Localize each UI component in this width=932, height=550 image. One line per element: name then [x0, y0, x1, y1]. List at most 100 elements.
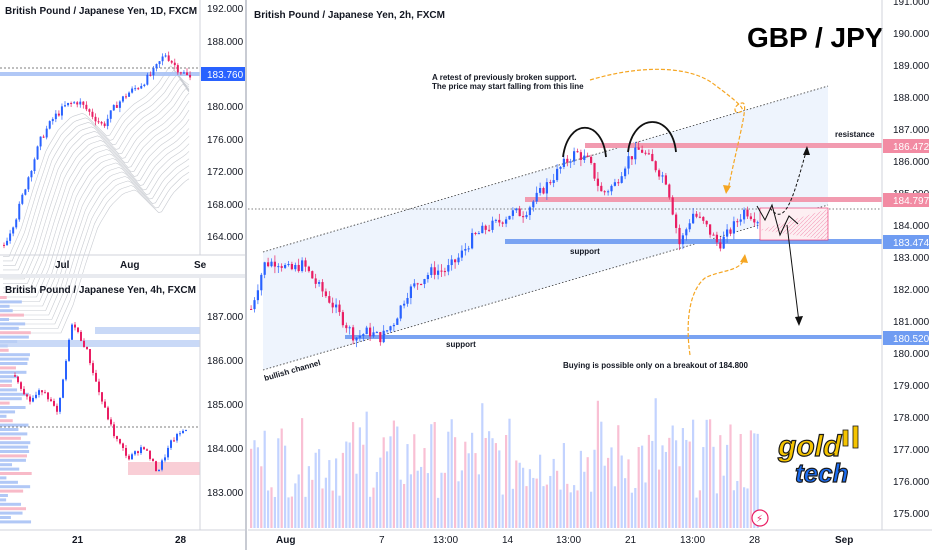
main-candle-37 [375, 330, 378, 334]
main-candle-29 [348, 325, 351, 335]
h4-candle-41 [137, 450, 139, 456]
lightning-icon[interactable]: ⚡ [751, 509, 769, 527]
volume-bar-110 [624, 478, 627, 528]
h4-candle-36 [122, 442, 124, 451]
volume-bar-48 [413, 434, 416, 528]
main-x-tick: Sep [835, 535, 853, 546]
h4-candle-21 [77, 327, 79, 334]
volume-bar-58 [447, 431, 450, 528]
main-candle-111 [627, 149, 630, 175]
daily-x-tick: Aug [120, 260, 139, 271]
main-candle-109 [620, 172, 623, 184]
daily-candle-42 [131, 86, 134, 94]
volume-bar-78 [515, 460, 518, 528]
main-candle-77 [511, 207, 514, 220]
main-candle-32 [358, 330, 361, 342]
main-candle-89 [552, 173, 555, 188]
main-candle-149 [756, 220, 759, 229]
main-candle-50 [420, 283, 423, 286]
main-candle-97 [579, 149, 582, 167]
daily-candle-5 [18, 201, 21, 222]
main-candle-20 [318, 279, 321, 287]
h4-profile-bar-7 [0, 326, 19, 330]
main-candle-94 [569, 158, 572, 169]
main-y-tick: 188.000 [893, 93, 930, 104]
volume-bar-90 [556, 470, 559, 528]
volume-bar-7 [273, 496, 276, 528]
main-candle-45 [403, 300, 406, 309]
annotation-resistance: resistance [835, 130, 875, 139]
h4-profile-bar-1 [0, 300, 22, 304]
volume-bar-45 [403, 483, 406, 528]
volume-bar-25 [335, 458, 338, 528]
logo-tech: tech [795, 458, 848, 488]
volume-bar-72 [494, 443, 497, 528]
h4-zone-lower [128, 462, 200, 475]
h4-profile-bar-31 [0, 432, 28, 436]
main-candle-128 [685, 227, 688, 241]
h4-profile-bar-50 [0, 516, 11, 519]
h4-candle-5 [29, 394, 31, 405]
main-candle-44 [399, 304, 402, 322]
volume-bar-59 [450, 419, 453, 528]
main-candle-108 [617, 178, 620, 187]
volume-bar-75 [505, 435, 508, 528]
h4-candle-2 [20, 381, 22, 392]
h4-profile-bar-19 [0, 379, 12, 383]
volume-bar-118 [651, 440, 654, 528]
h4-candle-1 [17, 376, 19, 384]
h4-candle-49 [161, 458, 163, 472]
volume-bar-8 [277, 438, 280, 528]
daily-candle-52 [161, 53, 164, 66]
main-candle-121 [661, 171, 664, 183]
h4-profile-bar-23 [0, 397, 22, 401]
main-candle-134 [705, 220, 708, 228]
main-y-tick: 187.000 [893, 125, 930, 136]
main-y-tick: 175.000 [893, 509, 930, 520]
main-x-tick: 28 [749, 535, 761, 546]
daily-candle-9 [30, 169, 33, 182]
main-candle-35 [369, 322, 372, 341]
h4-candle-51 [167, 445, 169, 460]
daily-ma-line-17 [3, 178, 190, 334]
daily-candle-54 [167, 51, 170, 62]
volume-bar-23 [328, 460, 331, 528]
daily-candle-17 [54, 110, 57, 123]
h4-candle-29 [101, 392, 103, 405]
tag-support-lower [883, 331, 929, 345]
daily-candle-10 [33, 157, 36, 174]
main-candle-101 [593, 162, 596, 181]
h4-candle-10 [44, 389, 46, 394]
daily-ma-line-8 [3, 109, 190, 293]
h4-profile-bar-15 [0, 362, 28, 365]
h4-profile-bar-51 [0, 520, 32, 524]
main-candle-39 [382, 325, 385, 344]
volume-bar-21 [321, 488, 324, 528]
volume-bar-6 [270, 487, 273, 528]
volume-bar-133 [702, 447, 705, 528]
h4-profile-bar-4 [0, 313, 24, 317]
main-candle-1 [253, 297, 256, 313]
h4-profile-bar-44 [0, 489, 24, 493]
main-candle-141 [729, 227, 732, 237]
volume-bar-55 [437, 497, 440, 528]
main-candle-24 [331, 297, 334, 314]
daily-ma-line-7 [3, 100, 190, 289]
h4-profile-bar-27 [0, 414, 7, 418]
tag-resistance-upper [883, 139, 929, 153]
h4-candle-0 [14, 372, 16, 377]
main-candle-96 [576, 148, 579, 153]
h4-title: British Pound / Japanese Yen, 4h, FXCM [5, 285, 196, 296]
daily-candle-4 [15, 218, 18, 230]
h4-candle-34 [116, 435, 118, 442]
volume-bar-37 [375, 471, 378, 528]
main-y-axis: 191.000 190.000 189.000 188.000 187.000 … [893, 0, 930, 520]
h4-candle-18 [68, 338, 70, 363]
daily-candle-1 [6, 237, 9, 246]
main-candle-104 [603, 190, 606, 196]
logo-gold: gold [777, 430, 842, 463]
main-candle-113 [634, 141, 637, 165]
main-candle-133 [702, 216, 705, 224]
h4-candle-25 [89, 348, 91, 366]
h4-candle-40 [134, 450, 136, 456]
